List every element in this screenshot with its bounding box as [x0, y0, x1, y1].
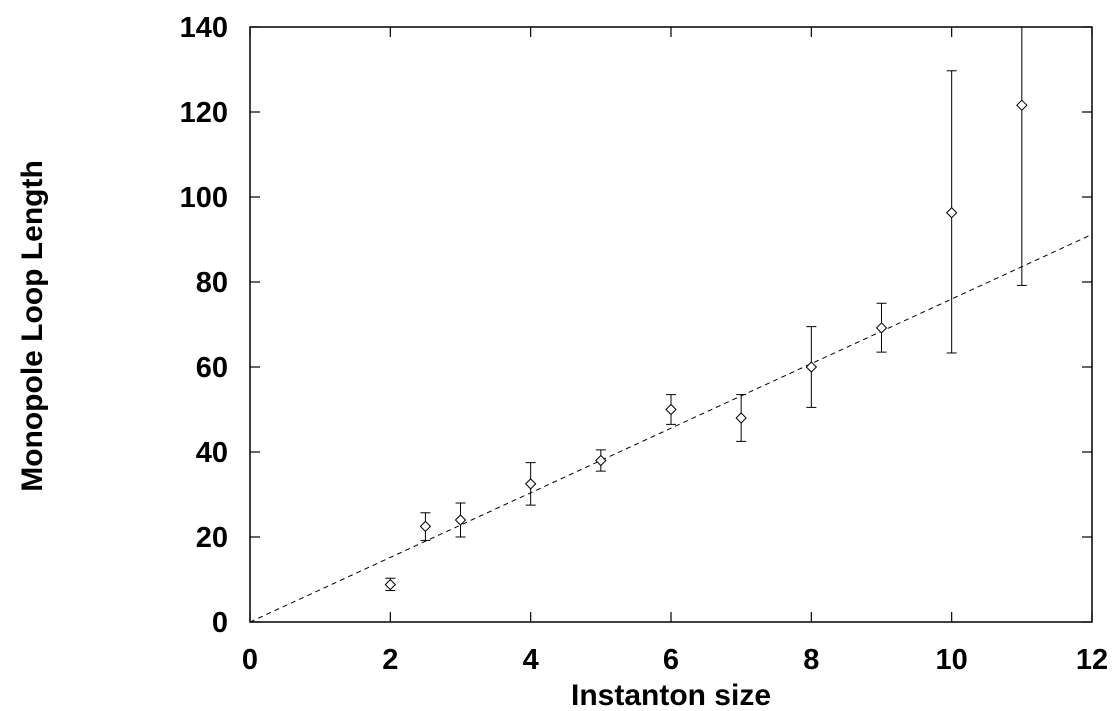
data-point-group [1017, 27, 1027, 285]
data-point [1017, 100, 1027, 110]
data-point [385, 580, 395, 590]
y-axis-title: Monopole Loop Length [16, 160, 49, 492]
data-point [666, 405, 676, 415]
data-point-group [736, 395, 746, 442]
x-tick-label: 4 [523, 644, 539, 676]
data-point-group [526, 463, 536, 506]
x-tick-label: 2 [382, 644, 398, 676]
x-axis-title: Instanton size [571, 679, 771, 711]
y-tick-label: 20 [196, 522, 228, 554]
y-tick-label: 0 [212, 607, 228, 639]
data-point-group [666, 395, 676, 425]
data-point [806, 362, 816, 372]
plot-frame [250, 27, 1092, 622]
data-point [947, 208, 957, 218]
x-tick-label: 6 [663, 644, 679, 676]
data-point-group [877, 303, 887, 352]
fit-line [250, 234, 1092, 622]
y-tick-label: 60 [196, 352, 228, 384]
y-tick-label: 40 [196, 437, 228, 469]
fit-line-group [250, 234, 1092, 622]
y-tick-label: 100 [180, 182, 228, 214]
data-point-group [596, 450, 606, 471]
y-tick-label: 80 [196, 267, 228, 299]
data-point-group [456, 503, 466, 537]
y-tick-label: 140 [180, 12, 228, 44]
data-point [877, 323, 887, 333]
x-tick-label: 0 [242, 644, 258, 676]
data-point-group [806, 327, 816, 408]
x-tick-label: 12 [1076, 644, 1108, 676]
x-tick-label: 10 [936, 644, 968, 676]
data-point [596, 456, 606, 466]
data-point [736, 413, 746, 423]
data-point-group [947, 71, 957, 353]
y-tick-label: 120 [180, 97, 228, 129]
data-point-group [420, 513, 430, 541]
x-tick-label: 8 [803, 644, 819, 676]
data-point [526, 479, 536, 489]
data-point-group [385, 578, 395, 590]
data-point [420, 521, 430, 531]
axes [250, 27, 1092, 622]
